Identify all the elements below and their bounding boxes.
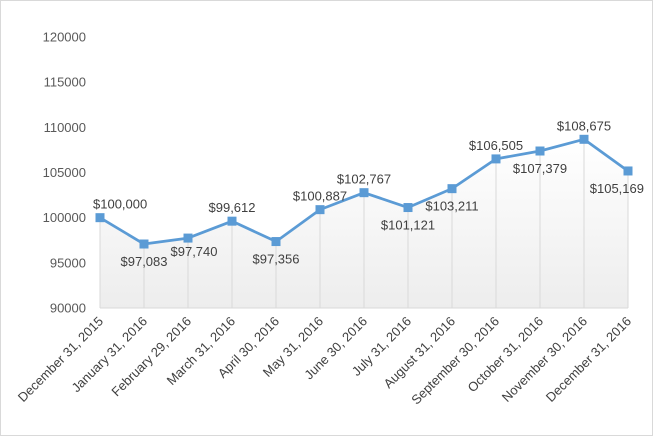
x-tick-label: November 30, 2016 xyxy=(499,314,590,405)
data-point xyxy=(447,184,457,194)
data-label: $106,505 xyxy=(469,138,523,153)
data-point xyxy=(535,146,545,156)
data-point xyxy=(183,233,193,243)
data-point xyxy=(95,213,105,223)
data-label: $101,121 xyxy=(381,218,435,233)
data-label: $102,767 xyxy=(337,172,391,187)
data-point xyxy=(623,166,633,176)
drop-lines xyxy=(99,139,629,308)
y-tick-label: 120000 xyxy=(43,30,86,45)
data-label: $99,612 xyxy=(209,200,256,215)
data-point xyxy=(227,216,237,226)
x-tick-label: October 31, 2016 xyxy=(464,314,546,396)
markers xyxy=(95,134,633,249)
data-label: $100,000 xyxy=(93,197,147,212)
x-tick-label: January 31, 2016 xyxy=(68,314,150,396)
y-tick-label: 105000 xyxy=(43,165,86,180)
data-labels: $100,000 $97,083$97,740 $99,612 $97,356 $100… xyxy=(93,118,644,269)
data-label: $103,211 xyxy=(425,199,478,214)
x-tick-label: February 29, 2016 xyxy=(108,314,194,400)
y-tick-label: 95000 xyxy=(50,255,86,270)
y-tick-label: 100000 xyxy=(43,210,86,225)
data-label: $105,169 xyxy=(590,181,644,196)
data-point xyxy=(271,237,281,247)
data-point xyxy=(139,239,149,249)
data-label: $100,887 xyxy=(293,189,347,204)
x-tick-label: December 31, 2016 xyxy=(543,314,634,405)
y-tick-label: 110000 xyxy=(44,120,86,135)
y-tick-label: 115000 xyxy=(44,75,86,90)
data-label: $108,675 xyxy=(557,118,611,133)
y-tick-label: 90000 xyxy=(50,301,86,316)
data-point xyxy=(403,203,413,213)
data-label: $97,740 xyxy=(171,244,218,259)
data-point xyxy=(491,154,501,164)
x-tick-label: December 31, 2015 xyxy=(15,314,106,405)
data-point xyxy=(359,188,369,198)
data-point xyxy=(315,205,325,215)
data-point xyxy=(579,134,589,144)
data-label: $97,083 xyxy=(121,254,168,269)
data-label: $97,356 xyxy=(253,252,300,267)
data-label: $107,379 xyxy=(513,161,567,176)
